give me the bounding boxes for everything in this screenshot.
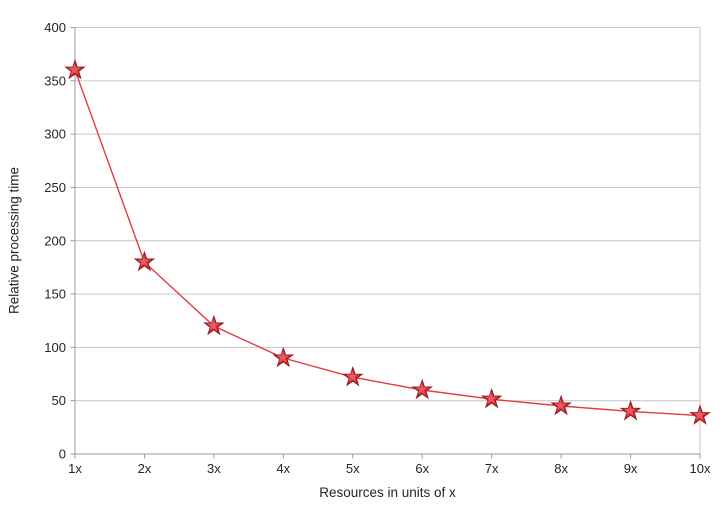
y-tick-label-100: 100 (44, 340, 66, 355)
data-point-star-7x (480, 387, 503, 409)
data-point-star-highlight-7x (484, 391, 498, 404)
x-tick-label-5x: 5x (346, 461, 360, 476)
y-tick-label-300: 300 (44, 127, 66, 142)
y-axis-title: Relative processing time (6, 166, 22, 315)
y-tick-label-250: 250 (44, 180, 66, 195)
data-point-star-3x (203, 314, 225, 336)
data-point-star-highlight-10x (693, 408, 706, 421)
data-point-star-highlight-8x (554, 398, 567, 411)
data-point-star-1x (64, 58, 86, 80)
data-point-star-highlight-4x (276, 350, 289, 363)
x-tick-label-10x: 10x (690, 461, 711, 476)
x-axis-title: Resources in units of x (319, 485, 456, 500)
y-tick-label-400: 400 (44, 20, 66, 35)
data-point-star-highlight-3x (206, 318, 220, 331)
series-line (74, 69, 701, 417)
y-tick-label-0: 0 (59, 447, 66, 462)
data-point-star-highlight-5x (345, 369, 359, 382)
y-tick-label-350: 350 (44, 73, 66, 88)
data-point-star-highlight-2x (137, 254, 150, 267)
data-point-star-9x (619, 399, 642, 421)
x-tick-label-7x: 7x (485, 461, 499, 476)
data-point-star-highlight-9x (623, 404, 636, 416)
y-tick-label-50: 50 (52, 393, 66, 408)
y-tick-label-200: 200 (44, 233, 66, 248)
data-point-star-4x (272, 346, 295, 368)
y-tick-label-150: 150 (44, 287, 66, 302)
data-point-star-2x (133, 250, 156, 272)
data-point-star-6x (411, 378, 434, 400)
data-point-star-highlight-6x (415, 382, 428, 395)
x-tick-label-8x: 8x (554, 461, 568, 476)
x-tick-label-9x: 9x (624, 461, 638, 476)
x-tick-label-1x: 1x (68, 461, 82, 476)
data-point-star-8x (550, 394, 572, 416)
x-tick-label-4x: 4x (276, 461, 290, 476)
data-point-star-5x (341, 365, 364, 387)
x-tick-label-6x: 6x (415, 461, 429, 476)
data-point-star-highlight-1x (68, 62, 81, 75)
x-tick-label-2x: 2x (138, 461, 152, 476)
x-tick-label-3x: 3x (207, 461, 221, 476)
data-point-star-10x (689, 404, 711, 425)
